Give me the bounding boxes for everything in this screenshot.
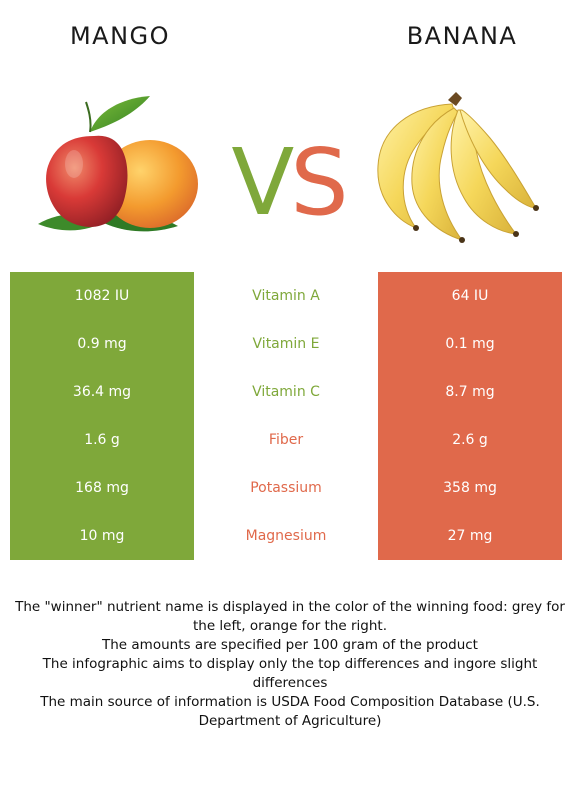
notes-section: The "winner" nutrient name is displayed … [8, 598, 572, 731]
left-value: 1082 IU [74, 288, 130, 304]
nutrient-names-column: Vitamin A Vitamin E Vitamin C Fiber Potassiu… [194, 272, 378, 560]
vs-label: VS [218, 133, 358, 233]
right-value: 8.7 mg [445, 384, 495, 400]
right-food-title: BANANA [406, 22, 518, 50]
left-value: 168 mg [75, 480, 129, 496]
note-line: The amounts are specified per 100 gram o… [102, 637, 478, 653]
nutrient-name: Vitamin C [252, 384, 320, 400]
banana-icon [377, 92, 539, 243]
right-value: 0.1 mg [445, 336, 495, 352]
nutrient-name: Fiber [268, 432, 304, 448]
right-value: 358 mg [443, 480, 497, 496]
right-value: 64 IU [451, 288, 489, 304]
note-line: The "winner" nutrient name is displayed … [15, 599, 565, 634]
right-value: 2.6 g [452, 432, 488, 448]
left-value: 10 mg [79, 528, 125, 544]
note-line: The main source of information is USDA F… [40, 694, 540, 729]
mango-icon [38, 96, 198, 232]
left-food-title: MANGO [69, 22, 171, 50]
left-value: 36.4 mg [72, 384, 132, 400]
vs-v-letter: V [231, 129, 294, 236]
note-line: The infographic aims to display only the… [42, 656, 538, 691]
right-values-panel: 64 IU 0.1 mg 8.7 mg 2.6 g 358 mg 27 mg [378, 272, 562, 560]
nutrient-name: Vitamin A [252, 288, 320, 304]
nutrient-name: Vitamin E [252, 336, 320, 352]
left-value: 0.9 mg [77, 336, 127, 352]
vs-s-letter: S [290, 129, 348, 236]
nutrient-name: Potassium [250, 480, 322, 496]
nutrient-name: Magnesium [245, 528, 327, 544]
right-value: 27 mg [447, 528, 493, 544]
left-values-panel: 1082 IU 0.9 mg 36.4 mg 1.6 g 168 mg 10 mg [10, 272, 194, 560]
left-value: 1.6 g [84, 432, 120, 448]
